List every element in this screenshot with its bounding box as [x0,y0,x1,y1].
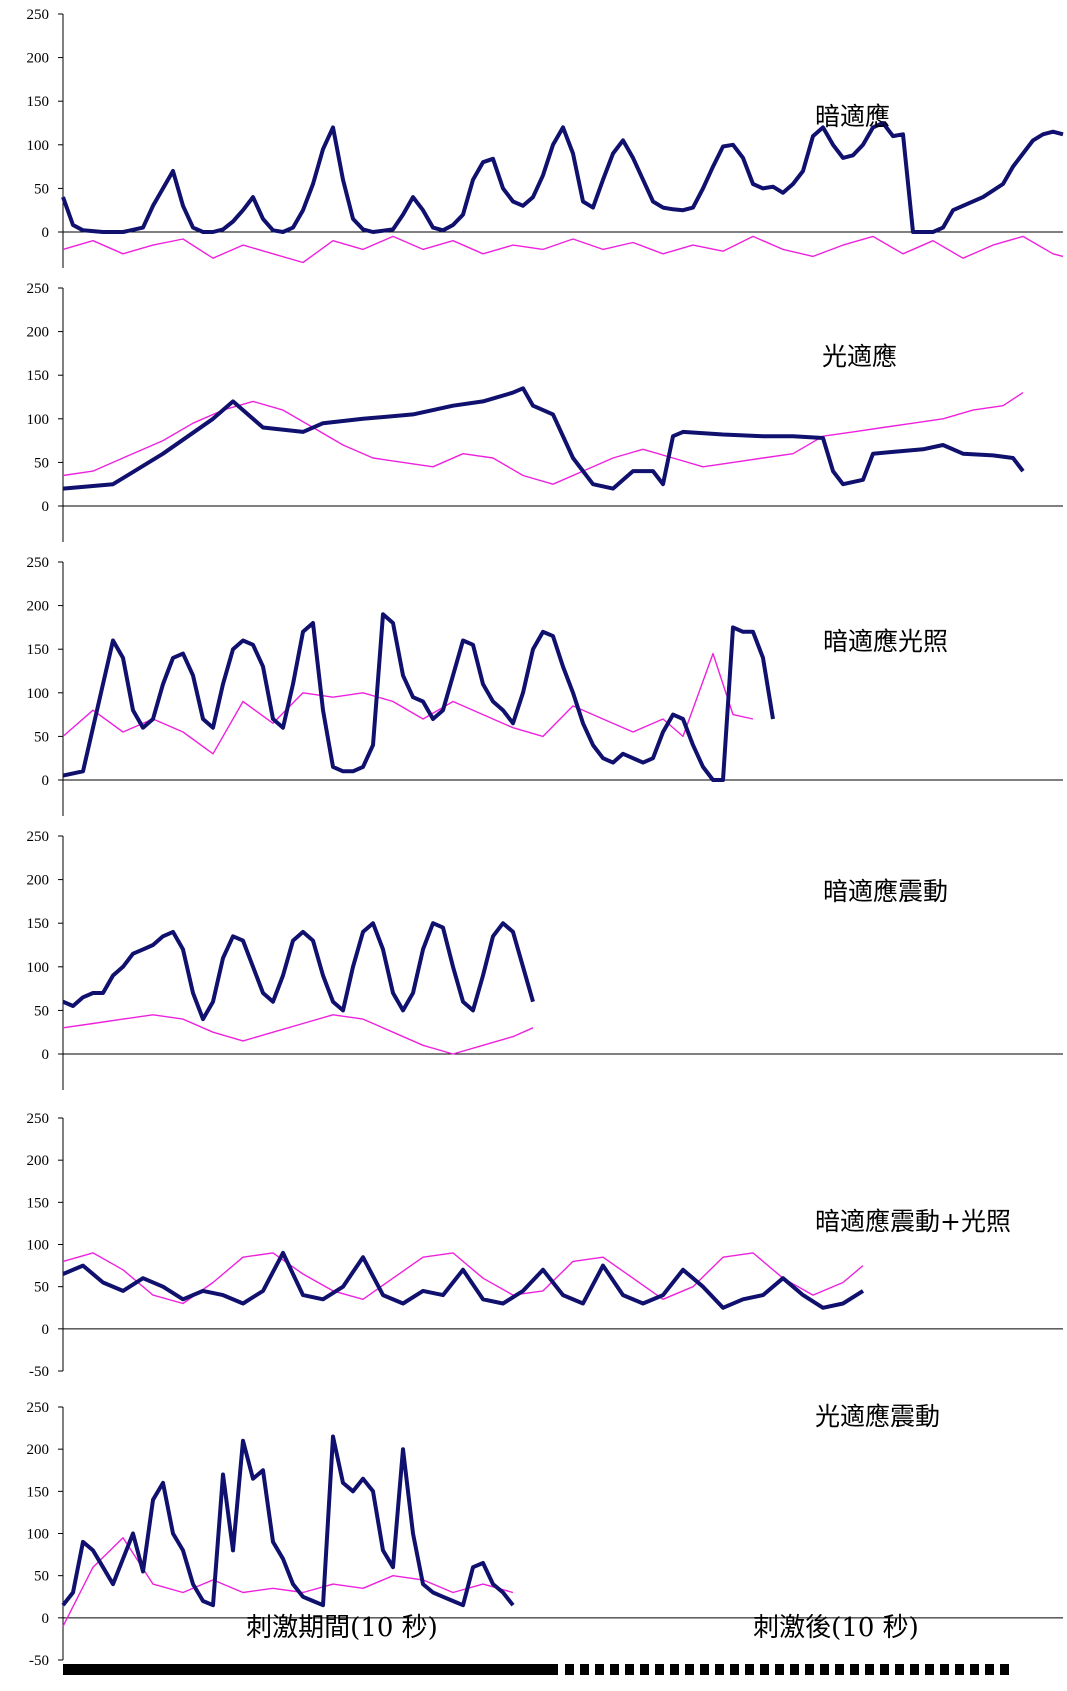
y-tick-label: 200 [27,1442,50,1458]
stimulus-during-label: 刺激期間(10 秒) [246,1613,438,1643]
series-line-main [61,1434,515,1608]
dash-segment [610,1664,619,1675]
panels: 250200150100500暗適應250200150100500光適應2502… [27,7,1064,1669]
dash-segment [985,1664,994,1675]
dash-segment [625,1664,634,1675]
dash-segment [895,1664,904,1675]
y-tick-label: 0 [42,1611,50,1627]
y-tick-label: 100 [27,1238,50,1254]
dash-segment [880,1664,889,1675]
dash-segment [1000,1664,1009,1675]
panel-5: 250 200 150 100 50 0 -50 暗適應震動+光照 [27,1111,1063,1380]
y-tick-label: 50 [34,729,49,745]
series-line-secondary [62,392,1024,485]
series-line-secondary [62,1252,864,1305]
series-line-main [62,612,775,782]
series-line-main [61,121,1064,234]
y-tick-label: 0 [42,773,50,789]
panel-2: 250 200 150 100 50 0 光適應 [27,281,1063,542]
series-line-secondary [62,1014,534,1055]
y-tick-label: 150 [27,916,50,932]
y-tick-label: 250 [27,7,50,23]
dash-segment [745,1664,754,1675]
stimulus-footer: 刺激期間(10 秒) 刺激後(10 秒) [63,1613,1009,1675]
panel-6: 250 200 150 100 50 0 -50 光適應震動 [27,1400,1063,1669]
y-tick-label: 150 [27,1195,50,1211]
y-tick-label: 50 [34,455,49,471]
y-tick-label: 250 [27,555,50,571]
dash-segment [775,1664,784,1675]
panel-title: 暗適應 [815,102,890,131]
series-line-main [62,386,1025,491]
dash-segment [790,1664,799,1675]
y-tick-label: 200 [27,325,50,341]
y-tick-label: 250 [27,829,50,845]
dash-segment [565,1664,574,1675]
dash-segment [805,1664,814,1675]
y-tick-label: 150 [27,94,50,110]
panel-title: 光適應 [822,342,897,371]
dash-segment [865,1664,874,1675]
dash-segment [655,1664,664,1675]
y-tick-label: 250 [27,1400,50,1416]
dash-segment [850,1664,859,1675]
dash-segment [835,1664,844,1675]
y-tick-label: 150 [27,642,50,658]
y-tick-label: 0 [42,1047,50,1063]
stimulus-after-bar [565,1664,1009,1675]
panel-title: 光適應震動 [815,1402,940,1431]
y-tick-label: 100 [27,960,50,976]
y-tick-label: 50 [34,181,49,197]
y-tick-label: 50 [34,1280,49,1296]
y-tick-label: 0 [42,1322,50,1338]
series-line-secondary [62,1536,514,1627]
y-tick-label: 100 [27,138,50,154]
panel-1: 250 200 150 100 50 0 暗適應 [27,7,1064,268]
dash-segment [670,1664,679,1675]
y-tick-label: 200 [27,51,50,67]
y-tick-label: -50 [29,1364,49,1380]
y-tick-label: 0 [42,225,50,241]
y-tick-label: 50 [34,1569,49,1585]
y-tick-label: 50 [34,1003,49,1019]
dash-segment [940,1664,949,1675]
y-tick-label: 0 [42,499,50,515]
dash-segment [820,1664,829,1675]
series-line-main [62,1250,865,1310]
dash-segment [910,1664,919,1675]
dash-segment [955,1664,964,1675]
y-tick-label: 250 [27,1111,50,1127]
stimulus-after-label: 刺激後(10 秒) [753,1613,919,1643]
series-line-main [62,921,535,1022]
panel-title: 暗適應震動+光照 [815,1207,1011,1236]
y-tick-label: 150 [27,1484,50,1500]
panel-title: 暗適應光照 [823,627,948,656]
dash-segment [580,1664,589,1675]
y-tick-label: 200 [27,599,50,615]
y-tick-label: 100 [27,412,50,428]
panel-title: 暗適應震動 [823,877,948,906]
dash-segment [925,1664,934,1675]
dash-segment [730,1664,739,1675]
y-tick-label: 200 [27,873,50,889]
panel-4: 250 200 150 100 50 0 暗適應震動 [27,829,1063,1090]
dash-segment [640,1664,649,1675]
dash-segment [760,1664,769,1675]
dash-segment [715,1664,724,1675]
dash-segment [700,1664,709,1675]
y-tick-label: 250 [27,281,50,297]
y-tick-label: -50 [29,1653,49,1669]
y-tick-label: 100 [27,1527,50,1543]
stimulus-during-bar [63,1664,558,1675]
series-line-secondary [62,235,1064,264]
y-tick-label: 150 [27,368,50,384]
dash-segment [595,1664,604,1675]
dash-segment [970,1664,979,1675]
panel-3: 250 200 150 100 50 0 暗適應光照 [27,555,1063,816]
y-tick-label: 100 [27,686,50,702]
y-tick-label: 200 [27,1153,50,1169]
series-line-secondary [62,652,754,755]
dash-segment [685,1664,694,1675]
